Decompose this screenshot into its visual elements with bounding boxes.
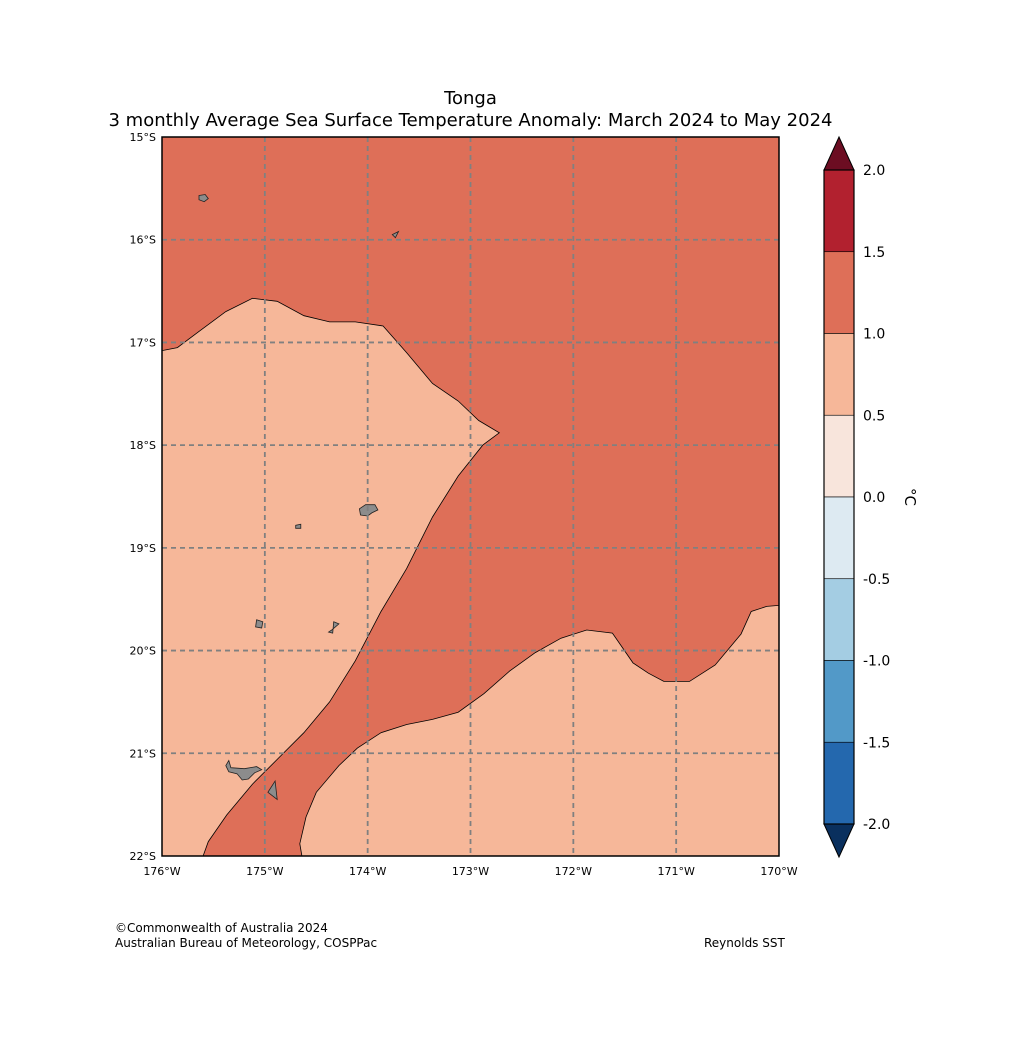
lon-tick-label: 170°W xyxy=(760,865,797,878)
island-h xyxy=(267,779,278,801)
colorbar-segment xyxy=(823,251,855,334)
colorbar-tick-label: 1.5 xyxy=(863,245,885,261)
island-d xyxy=(295,523,302,529)
island-c xyxy=(358,504,379,517)
colorbar-unit-label: °C xyxy=(901,488,919,506)
map-area xyxy=(161,137,780,857)
island-f xyxy=(327,621,340,634)
colorbar-tick-label: 2.0 xyxy=(863,163,885,179)
lat-tick-label: 15°S xyxy=(130,131,156,144)
copyright-text: ©Commonwealth of Australia 2024 xyxy=(115,921,328,935)
colorbar-segment xyxy=(823,169,855,253)
anomaly-region xyxy=(161,297,501,857)
lat-tick-label: 18°S xyxy=(130,439,156,452)
lon-tick-label: 172°W xyxy=(555,865,592,878)
colorbar-tick-label: 0.5 xyxy=(863,408,885,424)
colorbar-segment xyxy=(823,660,855,743)
colorbar-under-arrow xyxy=(823,823,855,859)
lat-tick-label: 22°S xyxy=(130,850,156,863)
colorbar-segment xyxy=(823,496,855,580)
island-g xyxy=(225,759,263,781)
lat-tick-label: 21°S xyxy=(130,747,156,760)
map-title: Tonga xyxy=(444,88,497,109)
colorbar-tick-label: -0.5 xyxy=(863,572,890,588)
colorbar-frame xyxy=(823,169,855,825)
lon-tick-label: 176°W xyxy=(143,865,180,878)
map-frame xyxy=(161,136,780,857)
lon-tick-label: 175°W xyxy=(246,865,283,878)
colorbar-over-arrow xyxy=(823,135,855,171)
colorbar-tick-label: -2.0 xyxy=(863,817,890,833)
island-b xyxy=(391,230,400,239)
map-subtitle: 3 monthly Average Sea Surface Temperatur… xyxy=(108,110,833,131)
lat-tick-label: 20°S xyxy=(130,645,156,658)
lat-tick-label: 17°S xyxy=(130,336,156,349)
lon-tick-label: 171°W xyxy=(657,865,694,878)
agency-text: Australian Bureau of Meteorology, COSPPa… xyxy=(115,936,378,950)
lat-tick-label: 16°S xyxy=(130,234,156,247)
anomaly-region xyxy=(299,604,780,857)
colorbar-segment xyxy=(823,578,855,661)
graticule xyxy=(162,137,779,856)
map-axes: 176°W 175°W 174°W 173°W 172°W 171°W 170°W 15°S 1… xyxy=(130,131,798,878)
island-a xyxy=(198,194,209,203)
colorbar-tick-label: 0.0 xyxy=(863,490,885,506)
lon-tick-label: 173°W xyxy=(452,865,489,878)
colorbar-tick-label: -1.0 xyxy=(863,654,890,670)
data-source-text: Reynolds SST xyxy=(704,936,785,950)
colorbar: 2.0 1.5 1.0 0.5 0.0 -0.5 -1.0 -1.5 -2.0 °C xyxy=(823,135,919,859)
colorbar-segment xyxy=(823,414,855,498)
lon-tick-label: 174°W xyxy=(349,865,386,878)
island-e xyxy=(255,619,264,629)
colorbar-tick-label: 1.0 xyxy=(863,327,885,343)
colorbar-segment xyxy=(823,741,855,825)
lat-tick-label: 19°S xyxy=(130,542,156,555)
colorbar-segment xyxy=(823,333,855,416)
colorbar-tick-label: -1.5 xyxy=(863,735,890,751)
